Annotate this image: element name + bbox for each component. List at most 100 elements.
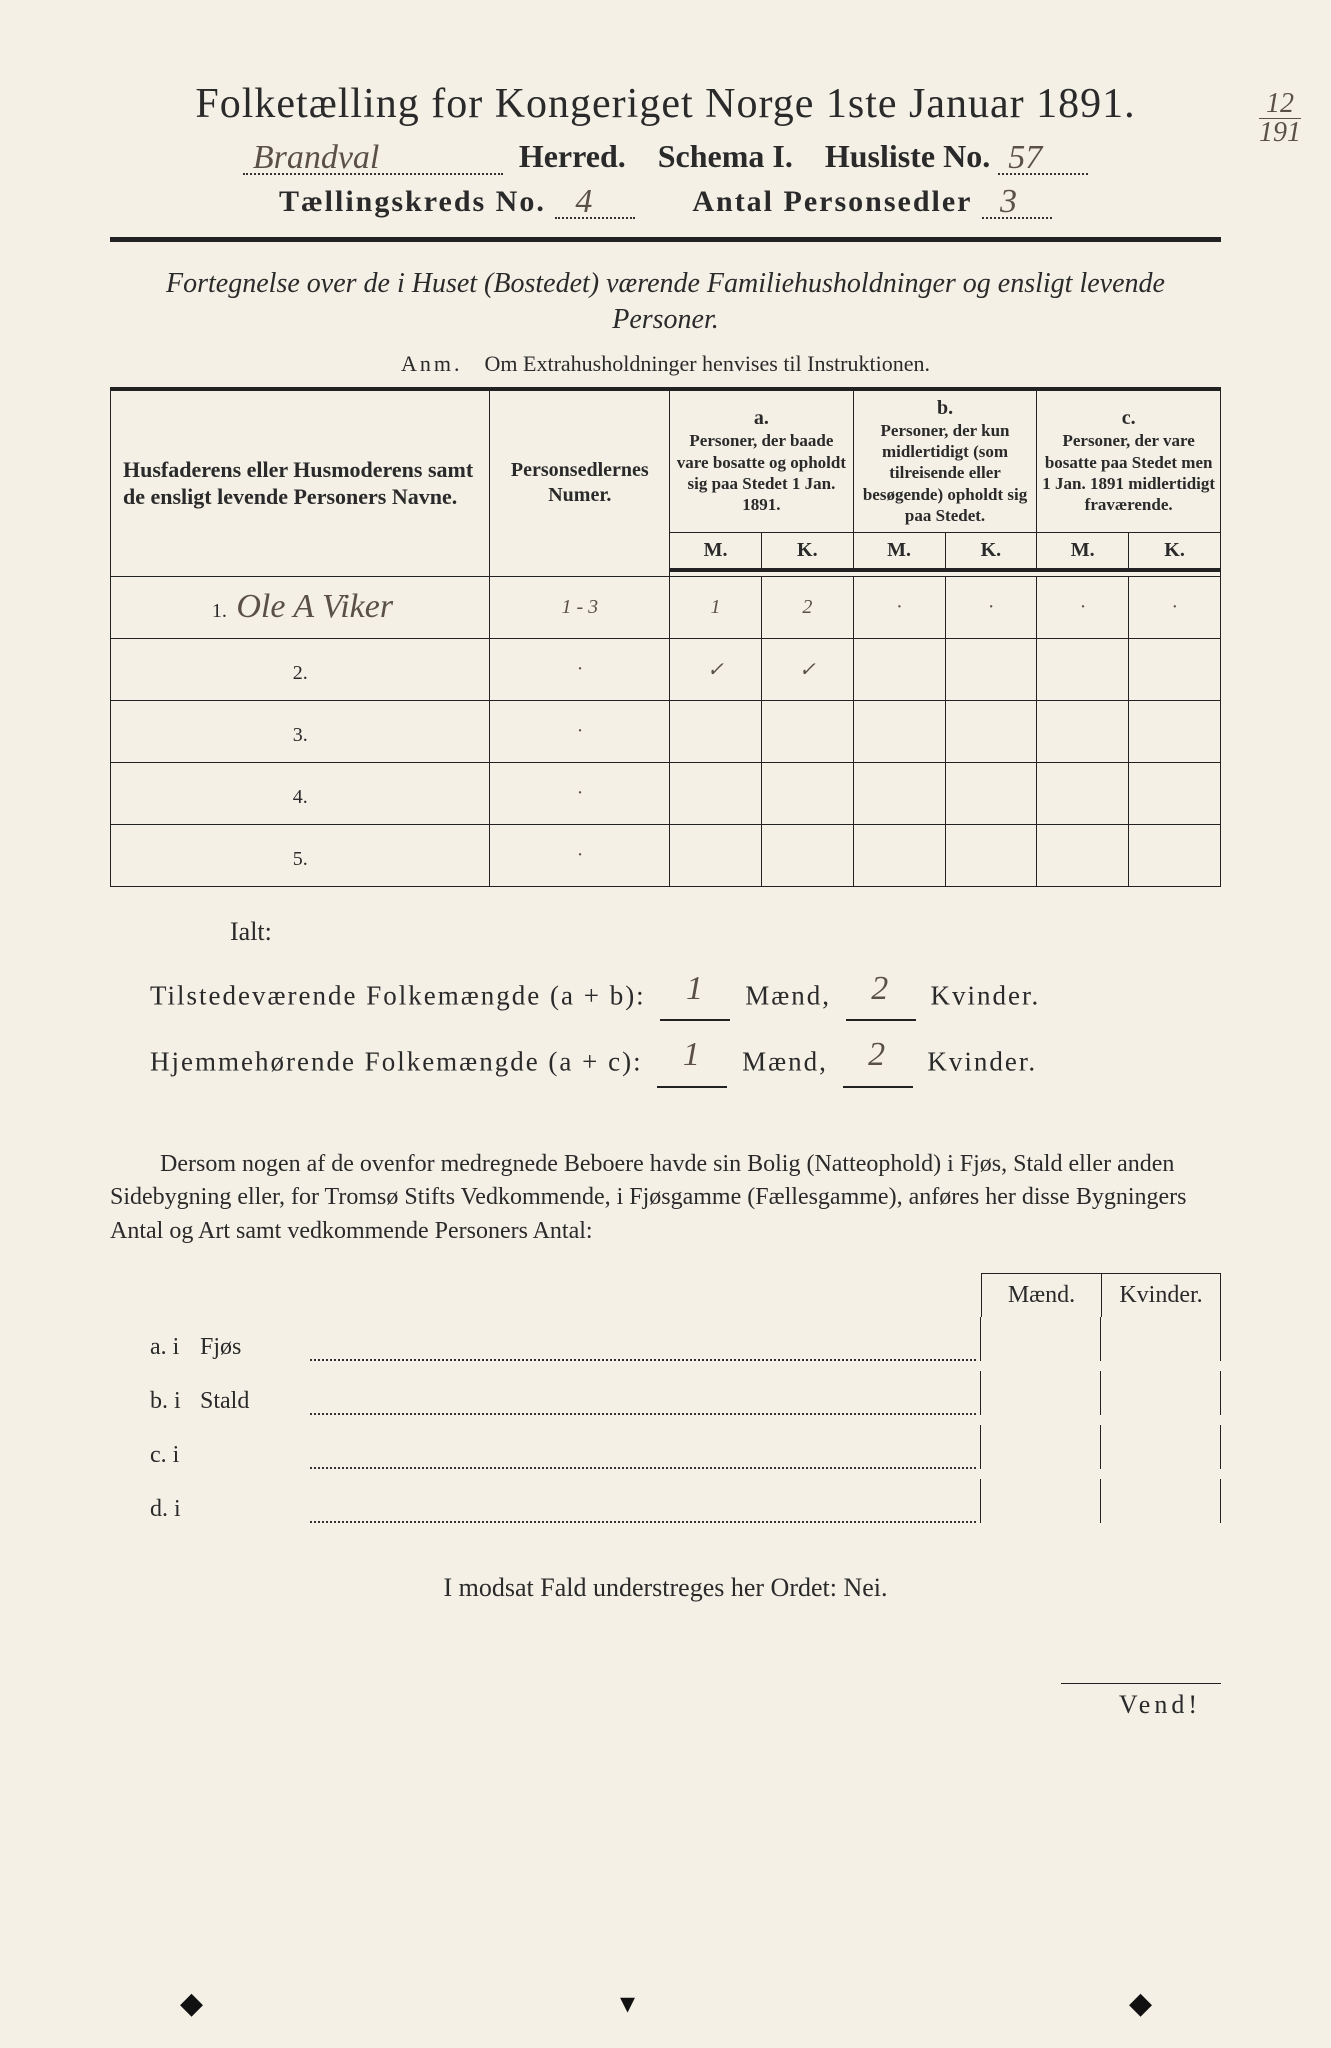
bolig-h-m: Mænd. (981, 1273, 1101, 1317)
header-row-2: Tællingskreds No. 4 Antal Personsedler 3 (110, 185, 1221, 219)
bolig-dots (310, 1337, 976, 1361)
bolig-col-k (1101, 1317, 1221, 1361)
t2-k-slot: 2 (843, 1021, 913, 1088)
row-a-k (761, 824, 853, 886)
bolig-row: c. i (110, 1425, 1221, 1469)
bolig-header: Mænd. Kvinder. (110, 1273, 1221, 1317)
row-b-m: · (853, 576, 945, 638)
col-c-header: c. Personer, der vare bosatte paa Stedet… (1037, 389, 1221, 533)
table-row: 4. · (111, 762, 1221, 824)
herred-value: Brandval (253, 139, 380, 177)
row-a-k: ✓ (761, 638, 853, 700)
kreds-field: 4 (555, 189, 635, 219)
row-name-cell: 1. Ole A Viker (111, 576, 490, 638)
bolig-col-k (1101, 1371, 1221, 1415)
b-m: M. (853, 533, 945, 571)
bolig-row: a. iFjøs (110, 1317, 1221, 1361)
t1-m-slot: 1 (660, 955, 730, 1022)
antal-label: Antal Personsedler (692, 185, 972, 218)
rule-1 (110, 237, 1221, 242)
col-c-label: c. (1041, 407, 1216, 430)
table-row: 3. · (111, 700, 1221, 762)
row-name-cell: 2. (111, 638, 490, 700)
col-b-text: Personer, der kun midlertidigt (som tilr… (858, 420, 1033, 526)
t2-m: 1 (683, 1036, 702, 1073)
corner-bottom: 191 (1259, 119, 1301, 147)
row-b-m (853, 700, 945, 762)
bolig-cols (980, 1371, 1221, 1415)
row-number: 4. (288, 786, 312, 809)
binding-mark-icon: ◆ (180, 1986, 202, 2008)
t1-m: 1 (686, 970, 705, 1007)
ialt-label: Ialt: (230, 917, 1221, 947)
t1-k-slot: 2 (846, 955, 916, 1022)
row-num-hw: · (490, 638, 670, 700)
row-c-m (1037, 762, 1129, 824)
t2-m-slot: 1 (657, 1021, 727, 1088)
totals-line-1: Tilstedeværende Folkemængde (a + b): 1 M… (150, 955, 1221, 1022)
bolig-text: Fjøs (200, 1334, 310, 1361)
row-c-k (1129, 700, 1221, 762)
row-a-m: 1 (670, 576, 762, 638)
antal-field: 3 (982, 189, 1052, 219)
row-a-k: 2 (761, 576, 853, 638)
b-k: K. (945, 533, 1037, 571)
row-a-k (761, 762, 853, 824)
bolig-row: d. i (110, 1479, 1221, 1523)
row-num-hw: · (490, 824, 670, 886)
t2-k: 2 (868, 1036, 887, 1073)
husliste-value: 57 (1008, 139, 1042, 177)
anm-line: Anm. Om Extrahusholdninger henvises til … (110, 351, 1221, 377)
col-b-label: b. (858, 397, 1033, 420)
col-b-header: b. Personer, der kun midlertidigt (som t… (853, 389, 1037, 533)
row-a-m (670, 824, 762, 886)
c-k: K. (1129, 533, 1221, 571)
bolig-cols (980, 1317, 1221, 1361)
corner-fraction: 12 191 (1259, 90, 1301, 147)
bolig-paragraph: Dersom nogen af de ovenfor medregnede Be… (110, 1148, 1221, 1249)
t1-kvinder: Kvinder. (930, 980, 1040, 1010)
a-m: M. (670, 533, 762, 571)
row-b-k (945, 700, 1037, 762)
row-b-k (945, 762, 1037, 824)
bolig-dots (310, 1445, 976, 1469)
row-c-m: · (1037, 576, 1129, 638)
col-name-header: Husfaderens eller Husmoderens samt de en… (111, 389, 490, 576)
husliste-field: 57 (998, 143, 1088, 175)
table-row: 1. Ole A Viker1 - 312···· (111, 576, 1221, 638)
corner-top: 12 (1259, 90, 1301, 119)
c-m: M. (1037, 533, 1129, 571)
row-c-k: · (1129, 576, 1221, 638)
bolig-label: b. i (110, 1388, 200, 1415)
col-a-label: a. (674, 407, 849, 430)
main-title: Folketælling for Kongeriget Norge 1ste J… (110, 80, 1221, 128)
bolig-col-m (981, 1479, 1101, 1523)
t2-kvinder: Kvinder. (927, 1046, 1037, 1076)
herred-label: Herred. (519, 138, 626, 174)
bolig-h-k: Kvinder. (1101, 1273, 1221, 1317)
row-name-hw: Ole A Viker (236, 588, 393, 625)
row-b-k (945, 824, 1037, 886)
bolig-label: d. i (110, 1496, 200, 1523)
totals-line-2: Hjemmehørende Folkemængde (a + c): 1 Mæn… (150, 1021, 1221, 1088)
col-num-header: Personsedlernes Numer. (490, 389, 670, 576)
row-number: 5. (288, 848, 312, 871)
row-name-cell: 5. (111, 824, 490, 886)
modsat-line: I modsat Fald understreges her Ordet: Ne… (110, 1573, 1221, 1603)
kreds-label: Tællingskreds No. (279, 185, 546, 218)
row-b-k: · (945, 576, 1037, 638)
schema-label: Schema I. (658, 138, 793, 174)
row-b-m (853, 824, 945, 886)
row-number: 3. (288, 724, 312, 747)
table-row: 5. · (111, 824, 1221, 886)
col-c-text: Personer, der vare bosatte paa Stedet me… (1041, 430, 1216, 515)
t1-label: Tilstedeværende Folkemængde (a + b): (150, 980, 646, 1010)
row-c-k (1129, 638, 1221, 700)
row-number: 2. (288, 662, 312, 685)
t1-k: 2 (871, 970, 890, 1007)
bolig-cols (980, 1479, 1221, 1523)
anm-label: Anm. (401, 351, 463, 376)
t2-maend: Mænd, (742, 1046, 828, 1076)
row-num-hw: · (490, 700, 670, 762)
bolig-label: c. i (110, 1442, 200, 1469)
